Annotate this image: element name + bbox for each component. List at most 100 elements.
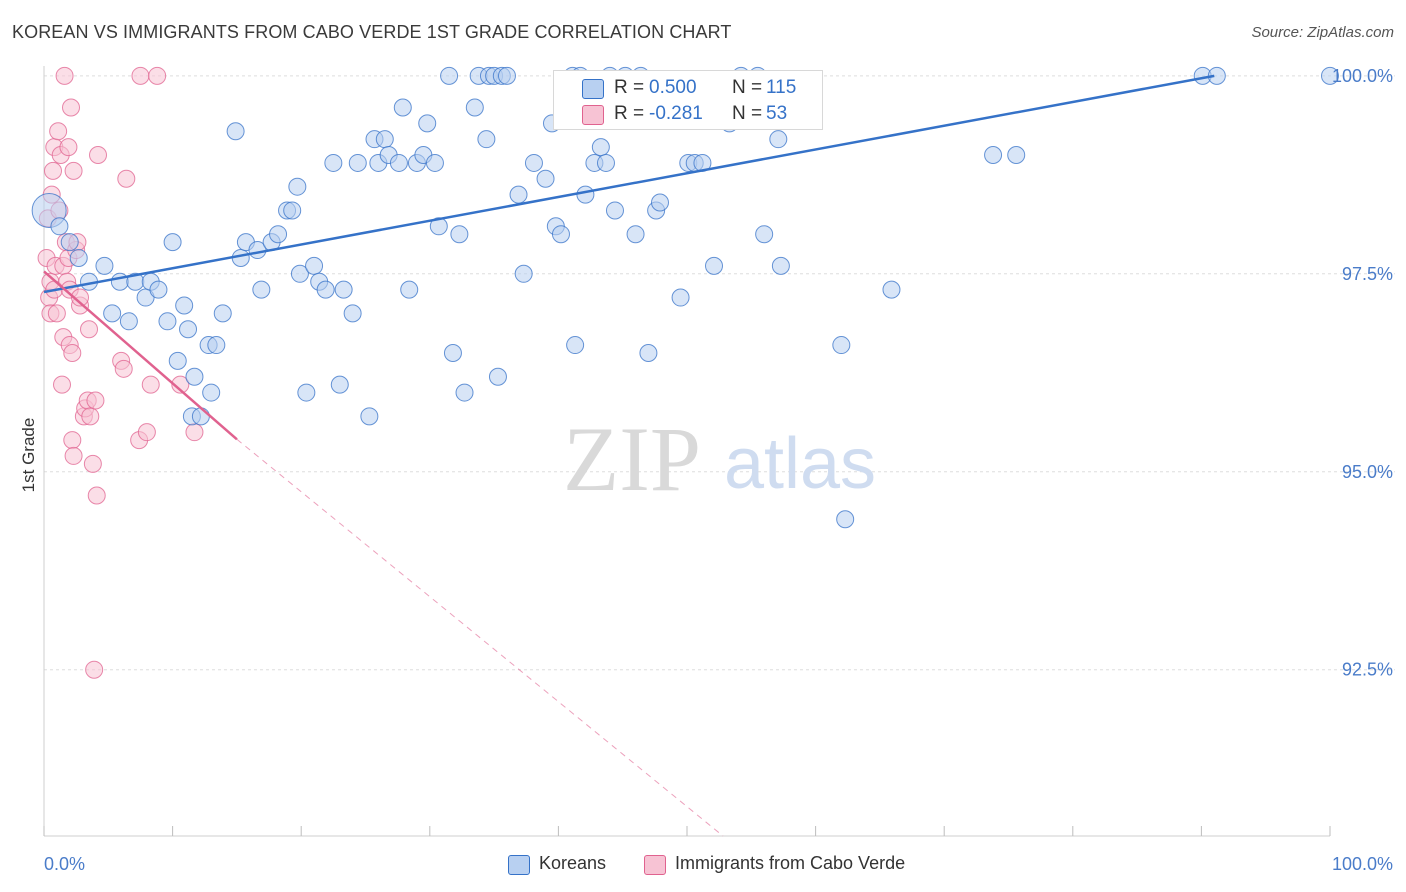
- y-tick-label: 100.0%: [1332, 66, 1393, 86]
- legend-n-label: N =: [732, 77, 763, 98]
- cabo-verde-point: [62, 98, 81, 117]
- korean-point: [769, 130, 788, 149]
- korean-point: [213, 304, 232, 323]
- trend-lines: [43, 74, 1215, 837]
- korean-point: [488, 367, 507, 386]
- korean-point: [671, 288, 690, 307]
- korean-point: [832, 336, 851, 355]
- korean-point: [316, 280, 335, 299]
- source-credit: Source: ZipAtlas.com: [1251, 24, 1394, 41]
- korean-point: [418, 114, 437, 133]
- cabo-verde-point: [80, 320, 99, 339]
- chart-title: KOREAN VS IMMIGRANTS FROM CABO VERDE 1ST…: [12, 22, 732, 42]
- korean-point: [497, 66, 516, 85]
- koreans-trend-line: [43, 74, 1215, 294]
- y-tick-label: 97.5%: [1342, 264, 1393, 284]
- watermark-zip: ZIP: [563, 408, 701, 510]
- legend-r-value: -0.281: [649, 103, 703, 124]
- korean-point: [605, 201, 624, 220]
- legend-r-value: 0.500: [649, 77, 697, 98]
- legend-swatch-cabo-verde: [582, 105, 604, 125]
- legend-n-value: 115: [766, 77, 797, 98]
- korean-point: [283, 201, 302, 220]
- korean-point: [477, 130, 496, 149]
- korean-point: [705, 256, 724, 275]
- korean-point: [389, 153, 408, 172]
- korean-point: [191, 407, 210, 426]
- bottom-legend-swatch-cabo-verde: [644, 855, 666, 875]
- cabo-verde-point: [87, 486, 106, 505]
- korean-point: [639, 343, 658, 362]
- korean-point: [158, 312, 177, 331]
- korean-point: [290, 264, 309, 283]
- korean-point: [69, 248, 88, 267]
- korean-point: [50, 217, 69, 236]
- x-tick-label: 0.0%: [44, 854, 85, 874]
- korean-point: [1321, 66, 1339, 85]
- korean-point: [375, 130, 394, 149]
- cabo-verde-point: [49, 122, 68, 141]
- korean-point: [650, 193, 669, 212]
- korean-point: [509, 185, 528, 204]
- bottom-legend-swatch-koreans: [508, 855, 530, 875]
- korean-point: [348, 153, 367, 172]
- watermark-atlas: atlas: [724, 424, 876, 504]
- series-cabo-verde-points: [37, 66, 204, 679]
- cabo-verde-point: [64, 446, 83, 465]
- legend-r-label: R =: [614, 103, 645, 124]
- y-axis-label: 1st Grade: [19, 418, 38, 493]
- cabo-verde-point: [64, 161, 83, 180]
- cabo-verde-point: [117, 169, 136, 188]
- korean-point: [882, 280, 901, 299]
- korean-point: [455, 383, 474, 402]
- legend-n-label: N =: [732, 103, 763, 124]
- legend-swatch-koreans: [582, 79, 604, 99]
- korean-point: [596, 153, 615, 172]
- korean-point: [400, 280, 419, 299]
- korean-point: [443, 343, 462, 362]
- korean-point: [163, 233, 182, 252]
- korean-point: [343, 304, 362, 323]
- korean-point: [551, 225, 570, 244]
- korean-point: [168, 351, 187, 370]
- korean-point: [330, 375, 349, 394]
- korean-point: [450, 225, 469, 244]
- cabo-verde-point: [81, 407, 100, 426]
- cabo-verde-point: [131, 66, 150, 85]
- korean-point: [175, 296, 194, 315]
- korean-point: [393, 98, 412, 117]
- cabo-verde-point: [63, 431, 82, 450]
- korean-point: [360, 407, 379, 426]
- korean-point: [226, 122, 245, 141]
- legend-n-value: 53: [766, 103, 788, 124]
- cabo-verde-point: [141, 375, 160, 394]
- korean-point: [179, 320, 198, 339]
- cabo-verde-point: [59, 138, 78, 157]
- korean-point: [514, 264, 533, 283]
- cabo-verde-point: [47, 304, 66, 323]
- korean-point: [269, 225, 288, 244]
- korean-point: [60, 233, 79, 252]
- cabo-verde-trend-line: [43, 270, 238, 441]
- cabo-verde-point: [83, 454, 102, 473]
- korean-point: [536, 169, 555, 188]
- korean-point: [566, 336, 585, 355]
- bottom-legend-label-cabo-verde: Immigrants from Cabo Verde: [675, 853, 906, 873]
- korean-point: [984, 146, 1003, 165]
- legend-row-cabo-verde: R = -0.281 N = 53: [554, 101, 822, 127]
- korean-point: [119, 312, 138, 331]
- cabo-verde-point: [44, 161, 63, 180]
- korean-point: [252, 280, 271, 299]
- korean-point: [95, 256, 114, 275]
- korean-point: [288, 177, 307, 196]
- korean-point: [465, 98, 484, 117]
- legend-row-koreans: R = 0.500 N = 115: [554, 75, 822, 101]
- korean-point: [103, 304, 122, 323]
- korean-point: [297, 383, 316, 402]
- korean-point: [576, 185, 595, 204]
- korean-point: [836, 510, 855, 529]
- korean-point: [524, 153, 543, 172]
- cabo-verde-point: [185, 423, 204, 442]
- y-tick-label: 95.0%: [1342, 462, 1393, 482]
